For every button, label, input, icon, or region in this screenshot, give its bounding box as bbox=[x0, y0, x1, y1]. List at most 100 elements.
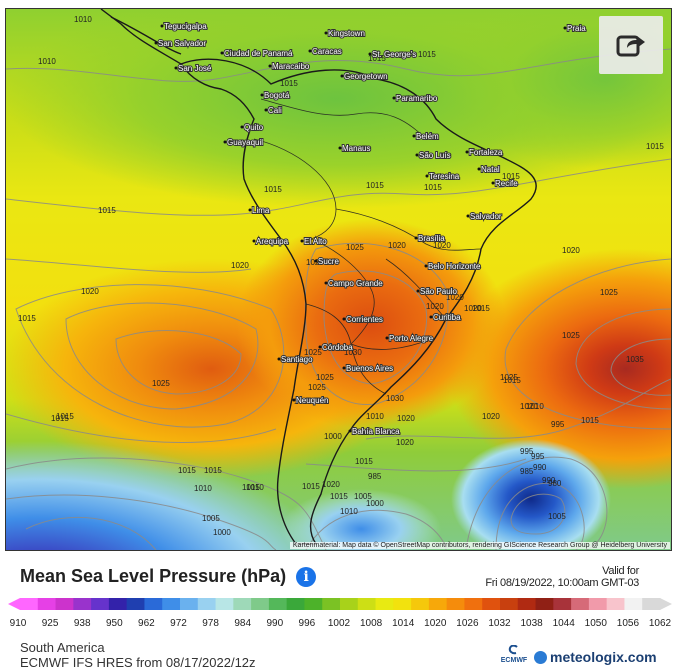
legend-swatch bbox=[428, 598, 448, 610]
legend-swatch bbox=[553, 598, 572, 610]
coastlines bbox=[100, 9, 537, 545]
city-marker bbox=[318, 345, 322, 349]
city-label: São Paulo bbox=[420, 287, 457, 296]
isobar-label: 1010 bbox=[194, 484, 212, 493]
borders bbox=[253, 98, 482, 395]
legend-tick: 1014 bbox=[392, 618, 415, 629]
city-label: Santiago bbox=[281, 355, 313, 364]
legend-tick: 962 bbox=[138, 618, 155, 629]
legend-swatch bbox=[482, 598, 501, 610]
legend-swatch bbox=[108, 598, 128, 610]
legend-tick: 972 bbox=[170, 618, 187, 629]
city-marker bbox=[223, 140, 227, 144]
city-label: Recife bbox=[495, 179, 518, 188]
isobar-label: 1020 bbox=[520, 402, 538, 411]
city-marker bbox=[308, 49, 312, 53]
isobar-label: 1020 bbox=[231, 261, 249, 270]
legend-swatch bbox=[464, 598, 483, 610]
city-marker bbox=[240, 125, 244, 129]
city-marker bbox=[412, 134, 416, 138]
legend-tick: 978 bbox=[202, 618, 219, 629]
map-canvas[interactable]: 1010 1010 1015 1015 1015 1015 1015 1015 1015 1015… bbox=[6, 9, 671, 550]
map-attribution[interactable]: Kartenmaterial: Map data © OpenStreetMap… bbox=[289, 542, 670, 549]
legend-tick: 1002 bbox=[327, 618, 351, 629]
city-label: Georgetown bbox=[344, 72, 388, 81]
city-label: Teresina bbox=[429, 172, 460, 181]
city-label: São Luís bbox=[419, 151, 451, 160]
legend-tick: 910 bbox=[9, 618, 27, 629]
city-marker bbox=[477, 167, 481, 171]
city-label: Cali bbox=[268, 106, 282, 115]
isobar-label: 1015 bbox=[330, 492, 348, 501]
legend-swatch bbox=[126, 598, 145, 610]
isobar-label: 995 bbox=[520, 447, 534, 456]
info-icon[interactable]: i bbox=[296, 566, 317, 587]
isobar-label: 1015 bbox=[242, 483, 260, 492]
city-label: Salvador bbox=[470, 212, 502, 221]
meteologix-logo[interactable]: meteologix.com bbox=[534, 649, 657, 665]
city-label: Caracas bbox=[312, 47, 342, 56]
region-label: South America bbox=[20, 640, 105, 655]
legend-arrow-left bbox=[8, 598, 20, 610]
isobar-label: 1020 bbox=[397, 414, 415, 423]
isobar-label: 1015 bbox=[418, 50, 436, 59]
isobar-label: 1025 bbox=[500, 373, 518, 382]
isobar-label: 1015 bbox=[264, 185, 282, 194]
isobar-label: 1025 bbox=[304, 348, 322, 357]
isobar-label: 1025 bbox=[152, 379, 170, 388]
city-label: Fortaleza bbox=[469, 148, 503, 157]
city-marker bbox=[416, 289, 420, 293]
city-marker bbox=[429, 315, 433, 319]
city-label: Sucre bbox=[318, 257, 339, 266]
city-label: Quito bbox=[244, 123, 264, 132]
city-label: Buenos Aires bbox=[346, 364, 393, 373]
legend-swatch bbox=[642, 598, 661, 610]
city-marker bbox=[260, 93, 264, 97]
city-label: San Salvador bbox=[158, 39, 206, 48]
isobar-label: 1010 bbox=[366, 412, 384, 421]
legend-tick: 925 bbox=[41, 618, 59, 629]
isobar-label: 990 bbox=[542, 476, 556, 485]
city-marker bbox=[466, 214, 470, 218]
city-marker bbox=[268, 64, 272, 68]
city-marker bbox=[277, 357, 281, 361]
city-marker bbox=[385, 336, 389, 340]
city-label: Maracaibo bbox=[272, 62, 310, 71]
legend-swatch bbox=[233, 598, 252, 610]
globe-icon bbox=[534, 650, 547, 664]
city-label: Bahía Blanca bbox=[352, 427, 400, 436]
isobar-label: 995 bbox=[531, 452, 545, 461]
isobar-label: 1005 bbox=[354, 492, 372, 501]
legend-swatch bbox=[322, 598, 341, 610]
model-label: ECMWF IFS HRES from 08/17/2022/12z bbox=[20, 655, 256, 670]
city-label: Lima bbox=[252, 206, 270, 215]
legend-tick: 984 bbox=[234, 618, 252, 629]
isobar-label: 1035 bbox=[626, 355, 644, 364]
legend-swatch bbox=[286, 598, 305, 610]
city-label: Kingstown bbox=[328, 29, 365, 38]
isobar-label: 1015 bbox=[581, 416, 599, 425]
city-label: El Alto bbox=[304, 237, 327, 246]
isobar-label: 985 bbox=[520, 467, 534, 476]
pressure-map[interactable]: 1010 1010 1015 1015 1015 1015 1015 1015 1015 1015… bbox=[5, 8, 672, 551]
city-label: Brasília bbox=[418, 234, 445, 243]
isobar-label: 1015 bbox=[502, 172, 520, 181]
isobar-label: 1015 bbox=[472, 304, 490, 313]
isobar-label: 1015 bbox=[51, 414, 69, 423]
isobar-label: 1020 bbox=[388, 241, 406, 250]
isobar-label: 980 bbox=[548, 479, 562, 488]
ecmwf-label: ECMWF bbox=[500, 657, 528, 664]
isobar-label: 1025 bbox=[562, 331, 580, 340]
share-button[interactable] bbox=[599, 16, 663, 74]
city-marker bbox=[425, 174, 429, 178]
isobar-label: 1000 bbox=[213, 528, 231, 537]
city-label: Porto Alegre bbox=[389, 334, 434, 343]
isobar-label: 1020 bbox=[464, 304, 482, 313]
isobar-label: 1015 bbox=[424, 183, 442, 192]
isobar-label: 985 bbox=[368, 472, 382, 481]
city-marker bbox=[392, 96, 396, 100]
isobar-labels: 1010 1010 1015 1015 1015 1015 1015 1015 1015 1015… bbox=[18, 15, 664, 537]
legend-bar bbox=[8, 598, 672, 610]
isobar-label: 1015 bbox=[646, 142, 664, 151]
isobar-label: 1015 bbox=[18, 314, 36, 323]
